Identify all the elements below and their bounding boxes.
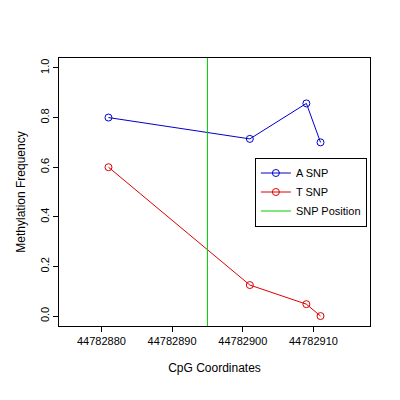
svg-text:SNP Position: SNP Position <box>296 205 361 217</box>
svg-text:0.0: 0.0 <box>39 307 51 322</box>
svg-text:0.4: 0.4 <box>39 208 51 223</box>
svg-text:0.8: 0.8 <box>39 108 51 123</box>
svg-text:A SNP: A SNP <box>296 167 328 179</box>
svg-text:44782880: 44782880 <box>77 335 126 347</box>
svg-text:Methylation Frequency: Methylation Frequency <box>14 131 28 252</box>
svg-text:44782900: 44782900 <box>218 335 267 347</box>
svg-text:44782910: 44782910 <box>289 335 338 347</box>
svg-text:0.2: 0.2 <box>39 257 51 272</box>
svg-text:T SNP: T SNP <box>296 186 328 198</box>
svg-text:44782890: 44782890 <box>148 335 197 347</box>
svg-text:1.0: 1.0 <box>39 59 51 74</box>
svg-text:CpG Coordinates: CpG Coordinates <box>168 361 261 375</box>
svg-text:0.6: 0.6 <box>39 158 51 173</box>
